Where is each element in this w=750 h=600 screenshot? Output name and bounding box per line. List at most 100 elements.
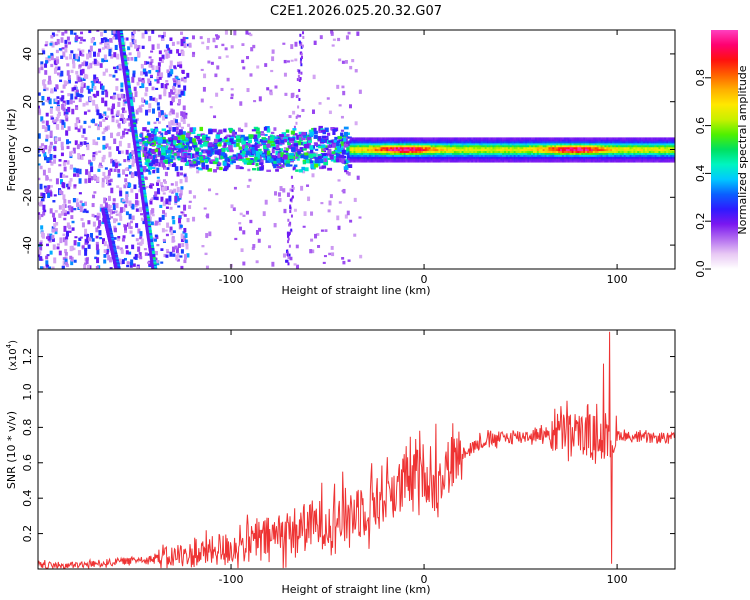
heatmap-cell [144,153,149,156]
heatmap-cell [374,139,377,142]
heatmap-cell [77,48,81,51]
heatmap-cell [189,127,193,133]
heatmap-cell [563,145,567,148]
heatmap-cell [569,150,572,153]
heatmap-cell [128,213,132,220]
heatmap-cell [64,160,68,163]
heatmap-cell [575,145,578,148]
heatmap-cell [180,186,184,190]
heatmap-cell [531,152,534,155]
heatmap-cell [610,148,613,152]
heatmap-cell [563,148,567,152]
heatmap-cell [103,241,107,247]
heatmap-cell [123,118,127,124]
heatmap-cell [259,139,265,143]
heatmap-cell [337,37,341,42]
heatmap-cell [105,68,109,73]
heatmap-cell [542,154,545,157]
heatmap-cell [411,148,414,152]
heatmap-cell [294,140,298,145]
heatmap-cell [117,169,121,173]
heatmap-cell [344,149,349,155]
heatmap-cell [182,119,186,125]
heatmap-cell [146,30,150,32]
heatmap-cell [295,244,299,249]
heatmap-cell [585,158,588,161]
heatmap-cell [451,143,455,146]
heatmap-cell [594,154,597,157]
heatmap-cell [650,160,653,163]
heatmap-cell [469,137,472,140]
heatmap-cell [639,154,642,157]
heatmap-cell [602,146,605,150]
heatmap-cell [598,150,601,153]
heatmap-cell [571,143,574,146]
heatmap-cell [615,158,619,161]
heatmap-cell [165,154,171,158]
heatmap-cell [498,158,501,161]
heatmap-cell [75,53,79,60]
heatmap-cell [215,35,219,40]
heatmap-cell [496,156,499,159]
heatmap-cell [50,163,54,166]
heatmap-cell [637,150,640,153]
heatmap-cell [125,149,129,155]
heatmap-cell [147,261,151,264]
heatmap-cell [251,129,256,132]
heatmap-cell [48,75,52,81]
heatmap-cell [353,137,356,140]
heatmap-cell [548,148,551,152]
heatmap-cell [192,163,196,168]
heatmap-cell [496,141,499,144]
heatmap-cell [581,148,584,152]
heatmap-cell [554,160,557,163]
heatmap-cell [112,160,116,163]
heatmap-cell [84,137,88,140]
heatmap-cell [200,98,204,103]
heatmap-cell [349,143,352,146]
heatmap-cell [614,150,617,153]
heatmap-cell [147,108,151,113]
heatmap-cell [604,156,607,159]
heatmap-cell [195,149,199,155]
heatmap-cell [337,157,342,163]
heatmap-cell [104,126,108,130]
heatmap-cell [455,145,458,148]
heatmap-cell [424,150,428,153]
heatmap-cell [212,144,216,148]
heatmap-cell [546,158,549,161]
heatmap-cell [256,144,260,148]
heatmap-cell [332,38,336,41]
heatmap-cell [415,145,418,148]
heatmap-cell [507,150,511,153]
heatmap-cell [151,149,157,154]
heatmap-cell [343,126,349,130]
heatmap-cell [73,184,77,187]
heatmap-cell [475,156,478,159]
heatmap-cell [469,158,472,161]
heatmap-cell [289,144,295,147]
heatmap-cell [399,145,402,148]
heatmap-cell [241,137,246,141]
heatmap-cell [70,206,74,213]
heatmap-cell [469,154,472,157]
heatmap-cell [103,249,107,253]
heatmap-cell [206,157,211,160]
heatmap-cell [517,156,520,159]
heatmap-cell [130,188,134,193]
heatmap-cell [151,159,156,165]
heatmap-cell [131,160,135,164]
heatmap-cell [523,154,526,157]
heatmap-cell [128,122,132,127]
heatmap-cell [627,158,630,161]
heatmap-cell [287,240,290,244]
heatmap-cell [523,145,526,148]
heatmap-cell [170,138,175,141]
heatmap-cell [85,210,89,214]
heatmap-cell [666,143,669,146]
heatmap-cell [625,139,628,142]
heatmap-cell [103,259,107,264]
heatmap-cell [637,148,640,152]
heatmap-cell [40,116,44,122]
heatmap-cell [141,80,145,84]
